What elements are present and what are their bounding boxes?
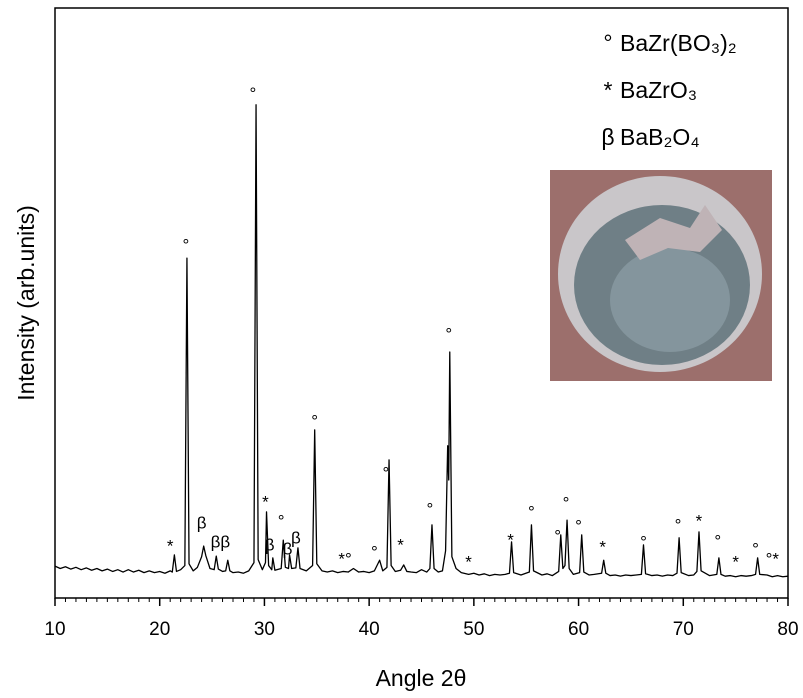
legend-symbol: ° — [603, 30, 612, 56]
x-tick-label: 70 — [673, 619, 694, 640]
x-tick-label: 40 — [359, 619, 380, 640]
peak-annotation: ° — [640, 533, 647, 552]
x-tick-label: 60 — [568, 619, 589, 640]
peak-annotation: ° — [311, 412, 318, 431]
x-tick-label: 30 — [254, 619, 275, 640]
peak-annotation: ° — [563, 494, 570, 513]
peak-annotation: * — [696, 511, 703, 530]
crucible-crystals — [610, 248, 730, 352]
peak-annotation: ° — [426, 500, 433, 519]
peak-annotation: * — [599, 537, 606, 556]
peak-annotation: ° — [714, 531, 721, 550]
x-tick-label: 10 — [44, 619, 65, 640]
peak-annotation: ° — [250, 84, 257, 103]
peak-annotation: ββ — [211, 533, 231, 552]
x-tick-label: 80 — [777, 619, 798, 640]
peak-annotation: β — [283, 540, 293, 559]
x-tick-label: 20 — [149, 619, 170, 640]
legend-label: BaZrO₃ — [620, 77, 697, 103]
peak-annotation: ° — [182, 235, 189, 254]
peak-annotation: * — [732, 553, 739, 572]
peak-annotation: * — [262, 492, 269, 511]
legend-symbol: β — [601, 124, 614, 150]
peak-annotation: *° — [338, 550, 351, 569]
y-axis-label: Intensity (arb.units) — [13, 205, 39, 401]
peak-annotation: * — [465, 553, 472, 572]
legend-symbol: * — [604, 77, 613, 103]
legend-label: BaZr(BO₃)₂ — [620, 30, 737, 56]
peak-annotation: * — [397, 536, 404, 555]
peak-annotation: ° — [554, 527, 561, 546]
peak-annotation: ° — [371, 543, 378, 562]
peak-annotation: ° — [528, 503, 535, 522]
peak-annotation: * — [507, 530, 514, 549]
peak-annotation: β — [291, 528, 301, 547]
peak-annotation: ° — [382, 464, 389, 483]
x-axis-label: Angle 2θ — [376, 665, 467, 691]
peak-annotation: ° — [445, 324, 452, 343]
peak-annotation: β — [197, 514, 207, 533]
crucible-fragment — [625, 205, 722, 260]
peak-annotation: ° — [752, 540, 759, 559]
xrd-line — [54, 104, 789, 578]
peak-annotation: ° — [575, 517, 582, 536]
peak-annotation: * — [167, 537, 174, 556]
peak-annotation: ° — [278, 511, 285, 530]
inset-photo — [550, 170, 772, 381]
x-tick-label: 50 — [463, 619, 484, 640]
peak-annotation: ° — [675, 516, 682, 535]
legend-label: BaB₂O₄ — [620, 124, 700, 150]
peak-annotation: β — [265, 536, 275, 555]
peak-annotation: °* — [766, 550, 780, 569]
